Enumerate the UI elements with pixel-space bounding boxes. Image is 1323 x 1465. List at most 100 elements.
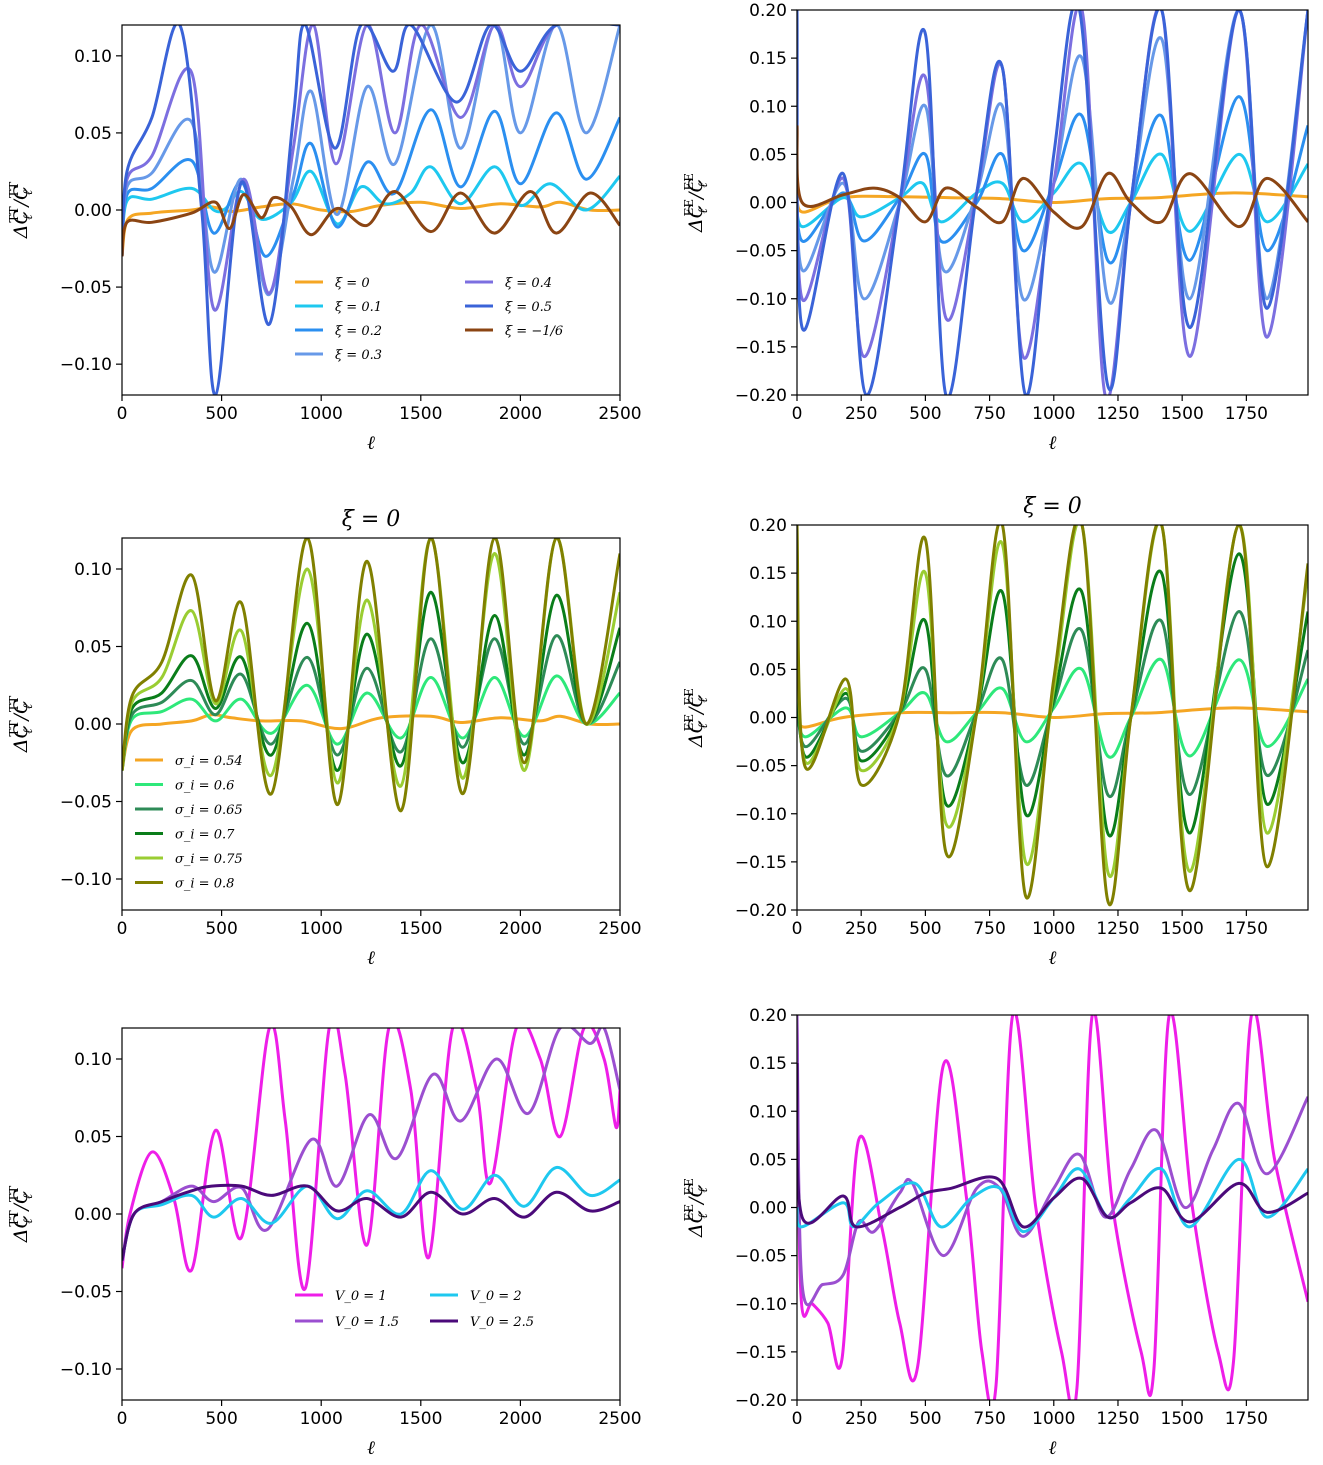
y-tick-label: 0.00 xyxy=(74,201,112,221)
y-tick-label: 0.10 xyxy=(74,1050,112,1070)
x-tick-label: 1750 xyxy=(1225,1409,1268,1429)
y-tick-label: −0.05 xyxy=(60,793,112,813)
y-axis-label-part: TT xyxy=(7,1186,21,1202)
series-line-1 xyxy=(122,1028,620,1292)
x-tick-label: 1000 xyxy=(300,919,343,939)
y-axis-label-part: EE xyxy=(682,1204,696,1222)
y-axis-label-part: /C xyxy=(10,1189,32,1212)
y-axis-label-part: /C xyxy=(685,692,707,715)
y-tick-label: −0.05 xyxy=(735,1247,787,1267)
y-tick-label: 0.05 xyxy=(74,124,112,144)
x-tick-label: 2000 xyxy=(499,919,542,939)
panel-tt-sigma: 0 500 1000 1500 2000 2500 −0.10 −0.05 0.00 0.05 0.… xyxy=(7,507,642,969)
x-tick-label: 500 xyxy=(205,1409,237,1429)
y-axis-label-part: TT xyxy=(7,206,21,222)
y-tick-label: 0.10 xyxy=(74,560,112,580)
legend: ξ = 0 ξ = 0.1 ξ = 0.2 ξ = 0.3 ξ = 0.4 ξ = 0.5… xyxy=(295,276,563,363)
legend-label: σ_i = 0.54 xyxy=(175,754,243,769)
x-tick-label: 0 xyxy=(792,919,803,939)
x-tick-label: 500 xyxy=(909,404,941,424)
panel-ee-xi: 0 250 500 750 1000 1250 1500 1750 −0.20 −0.15 −0.1… xyxy=(682,1,1309,454)
x-tick-label: 1500 xyxy=(1161,919,1204,939)
x-tick-label: 500 xyxy=(205,919,237,939)
x-tick-label: 1500 xyxy=(1161,404,1204,424)
series-line-3 xyxy=(122,108,620,258)
legend: σ_i = 0.54 σ_i = 0.6 σ_i = 0.65 σ_i = 0.7 σ_… xyxy=(135,754,243,892)
y-axis-label: ΔCℓTT/CℓTT xyxy=(7,182,36,240)
y-axis-label-part: ΔC xyxy=(685,203,707,233)
y-tick-label: −0.20 xyxy=(735,386,787,406)
x-tick-label: 2500 xyxy=(598,919,641,939)
panel-title: ξ = 0 xyxy=(342,507,401,532)
x-tick-label: 1000 xyxy=(1032,1409,1075,1429)
x-tick-label: 1500 xyxy=(1161,1409,1204,1429)
legend-label: ξ = 0 xyxy=(335,276,370,291)
x-axis-label: ℓ xyxy=(1049,432,1057,454)
legend: V_0 = 1 V_0 = 1.5 V_0 = 2 V_0 = 2.5 xyxy=(295,1289,534,1330)
x-tick-label: 1750 xyxy=(1225,919,1268,939)
y-tick-label: 0.05 xyxy=(749,660,787,680)
legend-label: ξ = 0.3 xyxy=(335,348,382,363)
y-tick-label: −0.20 xyxy=(735,1391,787,1411)
legend-label: ξ = 0.4 xyxy=(505,276,552,291)
x-tick-label: 750 xyxy=(973,919,1005,939)
x-axis-label: ℓ xyxy=(367,432,375,454)
y-axis-label-part: ℓ xyxy=(696,723,711,729)
x-tick-label: 1000 xyxy=(1032,404,1075,424)
x-tick-label: 250 xyxy=(845,404,877,424)
y-axis-label-part: /C xyxy=(685,177,707,200)
y-tick-label: −0.15 xyxy=(735,338,787,358)
series-line-2 xyxy=(797,1015,1308,1307)
y-tick-label: −0.15 xyxy=(735,1343,787,1363)
y-axis-label-part: TT xyxy=(7,720,21,736)
y-tick-label: 0.10 xyxy=(74,47,112,67)
series-line-6 xyxy=(797,525,1308,906)
legend-label: ξ = −1/6 xyxy=(505,324,563,339)
x-tick-label: 2000 xyxy=(499,404,542,424)
x-axis-label: ℓ xyxy=(367,1437,375,1459)
y-axis-label-part: EE xyxy=(682,173,696,191)
series-line-4 xyxy=(797,1063,1308,1229)
y-axis-label-part: EE xyxy=(682,688,696,706)
y-tick-label: −0.10 xyxy=(60,355,112,375)
y-axis-label-part: ℓ xyxy=(21,1193,36,1199)
y-tick-label: −0.10 xyxy=(735,805,787,825)
x-tick-label: 500 xyxy=(205,404,237,424)
x-tick-label: 1250 xyxy=(1096,1409,1139,1429)
y-tick-label: 0.00 xyxy=(74,1205,112,1225)
x-tick-label: 1250 xyxy=(1096,919,1139,939)
x-tick-label: 1000 xyxy=(300,1409,343,1429)
x-tick-label: 1500 xyxy=(399,1409,442,1429)
y-tick-label: 0.10 xyxy=(749,612,787,632)
legend-label: V_0 = 1 xyxy=(335,1289,387,1304)
y-tick-label: 0.10 xyxy=(749,97,787,117)
y-axis-label-part: ℓ xyxy=(696,182,711,188)
y-axis-label-part: ℓ xyxy=(696,697,711,703)
y-axis-label-part: EE xyxy=(682,199,696,217)
x-tick-label: 1250 xyxy=(1096,404,1139,424)
legend-label: σ_i = 0.75 xyxy=(175,852,243,867)
x-axis-label: ℓ xyxy=(1049,1437,1057,1459)
y-tick-label: −0.05 xyxy=(60,278,112,298)
x-tick-label: 0 xyxy=(117,919,128,939)
series-line-1 xyxy=(797,706,1308,729)
y-axis-label-part: /C xyxy=(10,185,32,208)
series-line-5 xyxy=(797,10,1308,395)
x-tick-label: 1500 xyxy=(399,919,442,939)
x-tick-label: 250 xyxy=(845,919,877,939)
y-tick-label: 0.10 xyxy=(749,1102,787,1122)
series-line-6 xyxy=(122,538,620,813)
y-axis-label-part: EE xyxy=(682,714,696,732)
y-axis-label-part: /C xyxy=(685,1182,707,1205)
y-axis-label-part: ℓ xyxy=(696,1213,711,1219)
panel-ee-sigma: 0 250 500 750 1000 1250 1500 1750 −0.20 −0.15 −0.1… xyxy=(682,494,1309,969)
y-tick-label: 0.20 xyxy=(749,1,787,21)
y-axis-label: ΔCℓTT/CℓTT xyxy=(7,1186,36,1244)
y-tick-label: −0.10 xyxy=(735,290,787,310)
legend-label: σ_i = 0.6 xyxy=(175,779,234,794)
series-line-1 xyxy=(797,1015,1308,1400)
y-tick-label: 0.15 xyxy=(749,1054,787,1074)
panel-tt-v0: 0 500 1000 1500 2000 2500 −0.10 −0.05 0.00 0.05 0.… xyxy=(7,1027,642,1459)
y-tick-label: −0.05 xyxy=(60,1283,112,1303)
